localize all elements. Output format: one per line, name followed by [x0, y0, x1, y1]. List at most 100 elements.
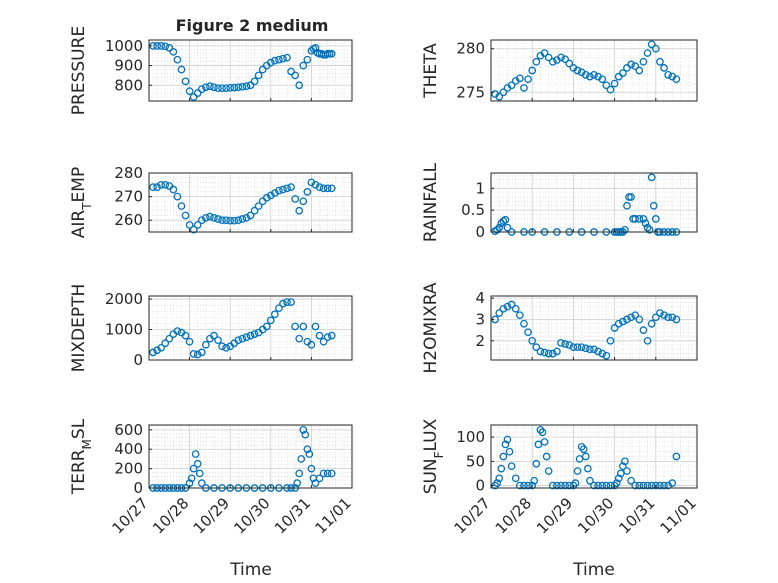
data-point	[656, 309, 664, 317]
data-point	[218, 216, 226, 225]
data-point	[643, 481, 652, 490]
data-point	[169, 185, 178, 194]
data-point	[639, 215, 648, 223]
axes-background	[149, 425, 352, 488]
data-point	[524, 481, 532, 490]
data-point	[639, 326, 648, 334]
data-point	[627, 313, 635, 322]
data-point	[195, 469, 204, 478]
data-point	[493, 225, 502, 234]
data-point	[621, 457, 629, 466]
data-point	[250, 206, 259, 215]
data-point	[664, 481, 673, 490]
y-tick-label: 2000	[105, 290, 143, 308]
data-point	[623, 315, 631, 324]
data-point	[540, 348, 549, 357]
data-point	[590, 345, 598, 354]
data-point	[557, 53, 565, 62]
y-tick-label: 280	[456, 40, 485, 58]
data-point	[557, 339, 565, 347]
data-point	[495, 92, 504, 101]
data-point	[311, 322, 320, 331]
data-point	[173, 55, 182, 64]
data-point	[327, 331, 336, 340]
data-point	[323, 184, 332, 193]
data-point	[664, 71, 673, 79]
data-point	[495, 474, 504, 483]
data-point	[602, 81, 611, 90]
data-point	[639, 481, 648, 490]
data-point	[165, 334, 174, 343]
data-point	[323, 333, 332, 341]
data-point	[303, 55, 312, 64]
data-point	[586, 476, 594, 485]
data-point	[206, 82, 214, 91]
data-point	[254, 202, 263, 210]
axes-background	[149, 173, 352, 232]
data-point	[185, 87, 194, 96]
y-tick-label: 1000	[105, 37, 143, 55]
data-point	[246, 211, 255, 220]
data-point	[214, 215, 222, 223]
data-point	[553, 481, 561, 490]
axes-box	[148, 424, 353, 489]
data-point	[197, 216, 206, 225]
data-point	[505, 447, 514, 456]
data-point	[258, 65, 267, 74]
data-point	[515, 311, 524, 320]
data-point	[327, 469, 336, 478]
data-point	[149, 348, 157, 357]
data-point	[503, 302, 512, 311]
data-point	[299, 322, 308, 331]
data-point	[189, 225, 198, 234]
data-point	[586, 345, 594, 354]
data-point	[246, 331, 255, 340]
data-point	[548, 349, 557, 358]
data-point	[250, 77, 259, 86]
data-point	[581, 71, 590, 79]
data-point	[561, 55, 570, 64]
y-tick-label: 0	[133, 479, 143, 497]
data-point	[631, 481, 640, 490]
data-point	[635, 481, 644, 490]
data-point	[173, 192, 182, 201]
data-point	[571, 479, 580, 488]
data-point	[157, 343, 166, 352]
data-point	[528, 336, 537, 345]
axes-box	[490, 172, 698, 233]
y-tick-label: 4	[475, 289, 485, 307]
y-tick-label: 900	[114, 57, 143, 75]
data-point	[499, 304, 508, 313]
data-point	[501, 215, 510, 224]
data-point	[569, 343, 578, 352]
data-point	[610, 79, 619, 88]
data-point	[602, 481, 611, 490]
data-point	[242, 82, 251, 91]
y-tick-label: 100	[456, 428, 485, 446]
data-point	[647, 481, 656, 490]
y-tick-label: 0.5	[461, 201, 485, 219]
data-point	[598, 349, 607, 358]
data-point	[218, 342, 226, 351]
data-point	[614, 474, 623, 483]
data-point	[493, 479, 502, 488]
data-point	[511, 474, 520, 483]
data-point	[189, 93, 198, 101]
data-point	[287, 183, 295, 192]
data-point	[283, 184, 291, 193]
data-point	[238, 334, 247, 343]
data-point	[305, 450, 314, 458]
data-point	[279, 54, 287, 63]
data-point	[295, 469, 304, 478]
data-point	[201, 213, 210, 222]
data-point	[647, 40, 656, 49]
data-point	[651, 313, 660, 322]
data-point	[643, 223, 652, 232]
data-point	[169, 47, 178, 56]
data-point	[315, 474, 324, 483]
data-point	[177, 202, 186, 210]
data-point	[193, 221, 202, 229]
data-point	[319, 469, 328, 478]
data-point	[319, 184, 328, 193]
data-point	[161, 180, 170, 189]
